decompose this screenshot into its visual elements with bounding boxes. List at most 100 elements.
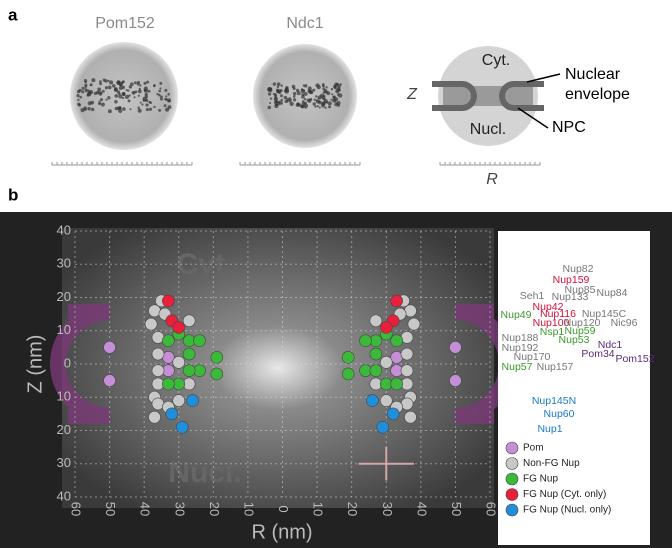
diagram-label: envelope — [565, 86, 630, 103]
point — [187, 395, 199, 407]
nup-label: Nup60 — [544, 408, 575, 420]
speckle — [138, 109, 142, 113]
speckle — [293, 98, 296, 101]
speckle — [326, 91, 330, 95]
speckle — [143, 82, 146, 85]
point — [408, 318, 420, 330]
legend-label: FG Nup — [523, 474, 558, 485]
x-tick-label: 50 — [449, 502, 464, 516]
speckle — [122, 93, 125, 96]
speckle — [145, 95, 148, 98]
point — [391, 335, 403, 347]
image-title: Ndc1 — [286, 15, 323, 32]
speckle — [336, 88, 340, 92]
speckle — [90, 83, 93, 86]
nup-label: Pom152 — [615, 353, 654, 365]
nup-label: Nic96 — [611, 317, 638, 329]
nup-label: Nup145N — [532, 395, 576, 407]
speckle — [303, 84, 305, 86]
speckle — [334, 97, 338, 101]
speckle — [281, 84, 283, 86]
speckle — [141, 103, 143, 105]
point — [380, 356, 392, 368]
speckle — [82, 87, 85, 90]
speckle — [331, 99, 333, 101]
panel-label: b — [8, 185, 18, 204]
speckle — [277, 89, 281, 93]
speckle — [84, 81, 86, 83]
speckle — [323, 98, 325, 100]
speckle — [112, 84, 116, 88]
speckle — [313, 102, 316, 105]
point — [152, 365, 164, 377]
point — [366, 395, 378, 407]
speckle — [315, 95, 317, 97]
speckle — [119, 107, 121, 109]
x-tick-label: 10 — [241, 502, 256, 516]
speckle — [301, 95, 305, 99]
point — [183, 315, 195, 327]
nup-label: Nup49 — [501, 309, 532, 321]
speckle — [114, 94, 118, 98]
point — [104, 341, 116, 353]
speckle — [85, 90, 87, 92]
speckle — [79, 96, 82, 99]
point — [183, 348, 195, 360]
speckle — [325, 107, 327, 109]
speckle — [156, 93, 158, 95]
speckle — [134, 81, 137, 84]
y-tick-label: 20 — [57, 289, 71, 304]
speckle — [129, 108, 131, 110]
speckle — [285, 86, 288, 89]
nup-label: Nup84 — [597, 287, 628, 299]
speckle — [277, 82, 281, 86]
speckle — [333, 85, 337, 89]
nup-label: Nup53 — [559, 334, 590, 346]
point — [404, 411, 416, 423]
speckle — [149, 101, 151, 103]
speckle — [325, 86, 327, 88]
speckle — [119, 86, 123, 90]
pore — [443, 86, 533, 106]
nup-label: Nup57 — [502, 361, 533, 373]
point — [152, 348, 164, 360]
point — [162, 378, 174, 390]
point — [449, 341, 461, 353]
point — [194, 335, 206, 347]
speckle — [305, 107, 307, 109]
speckle — [286, 99, 288, 101]
speckle — [84, 108, 87, 111]
legend-label: Pom — [523, 443, 544, 454]
y-tick-label: 40 — [57, 488, 71, 503]
speckle — [168, 100, 170, 102]
speckle — [98, 102, 101, 105]
speckle — [273, 82, 276, 85]
point — [342, 368, 354, 380]
point — [173, 356, 185, 368]
point — [166, 408, 178, 420]
speckle — [319, 106, 321, 108]
figure: a Pom152 Ndc1 Cyt. Nucl. Nuclear envelop… — [0, 0, 672, 548]
speckle — [323, 91, 326, 94]
speckle — [89, 90, 93, 94]
speckle — [88, 101, 92, 105]
speckle — [280, 94, 283, 97]
point — [391, 295, 403, 307]
speckle — [114, 100, 118, 104]
density-map — [62, 228, 494, 508]
y-axis-label: Z (nm) — [24, 335, 46, 394]
point — [211, 368, 223, 380]
speckle — [300, 104, 304, 108]
speckle — [139, 84, 141, 86]
nup-label: Pom34 — [581, 348, 614, 360]
point — [149, 411, 161, 423]
point — [162, 335, 174, 347]
speckle — [122, 107, 126, 111]
speckle — [277, 86, 279, 88]
point — [401, 348, 413, 360]
speckle — [97, 91, 99, 93]
speckle — [149, 108, 152, 111]
speckle — [274, 104, 278, 108]
speckle — [326, 101, 329, 104]
point — [183, 365, 195, 377]
